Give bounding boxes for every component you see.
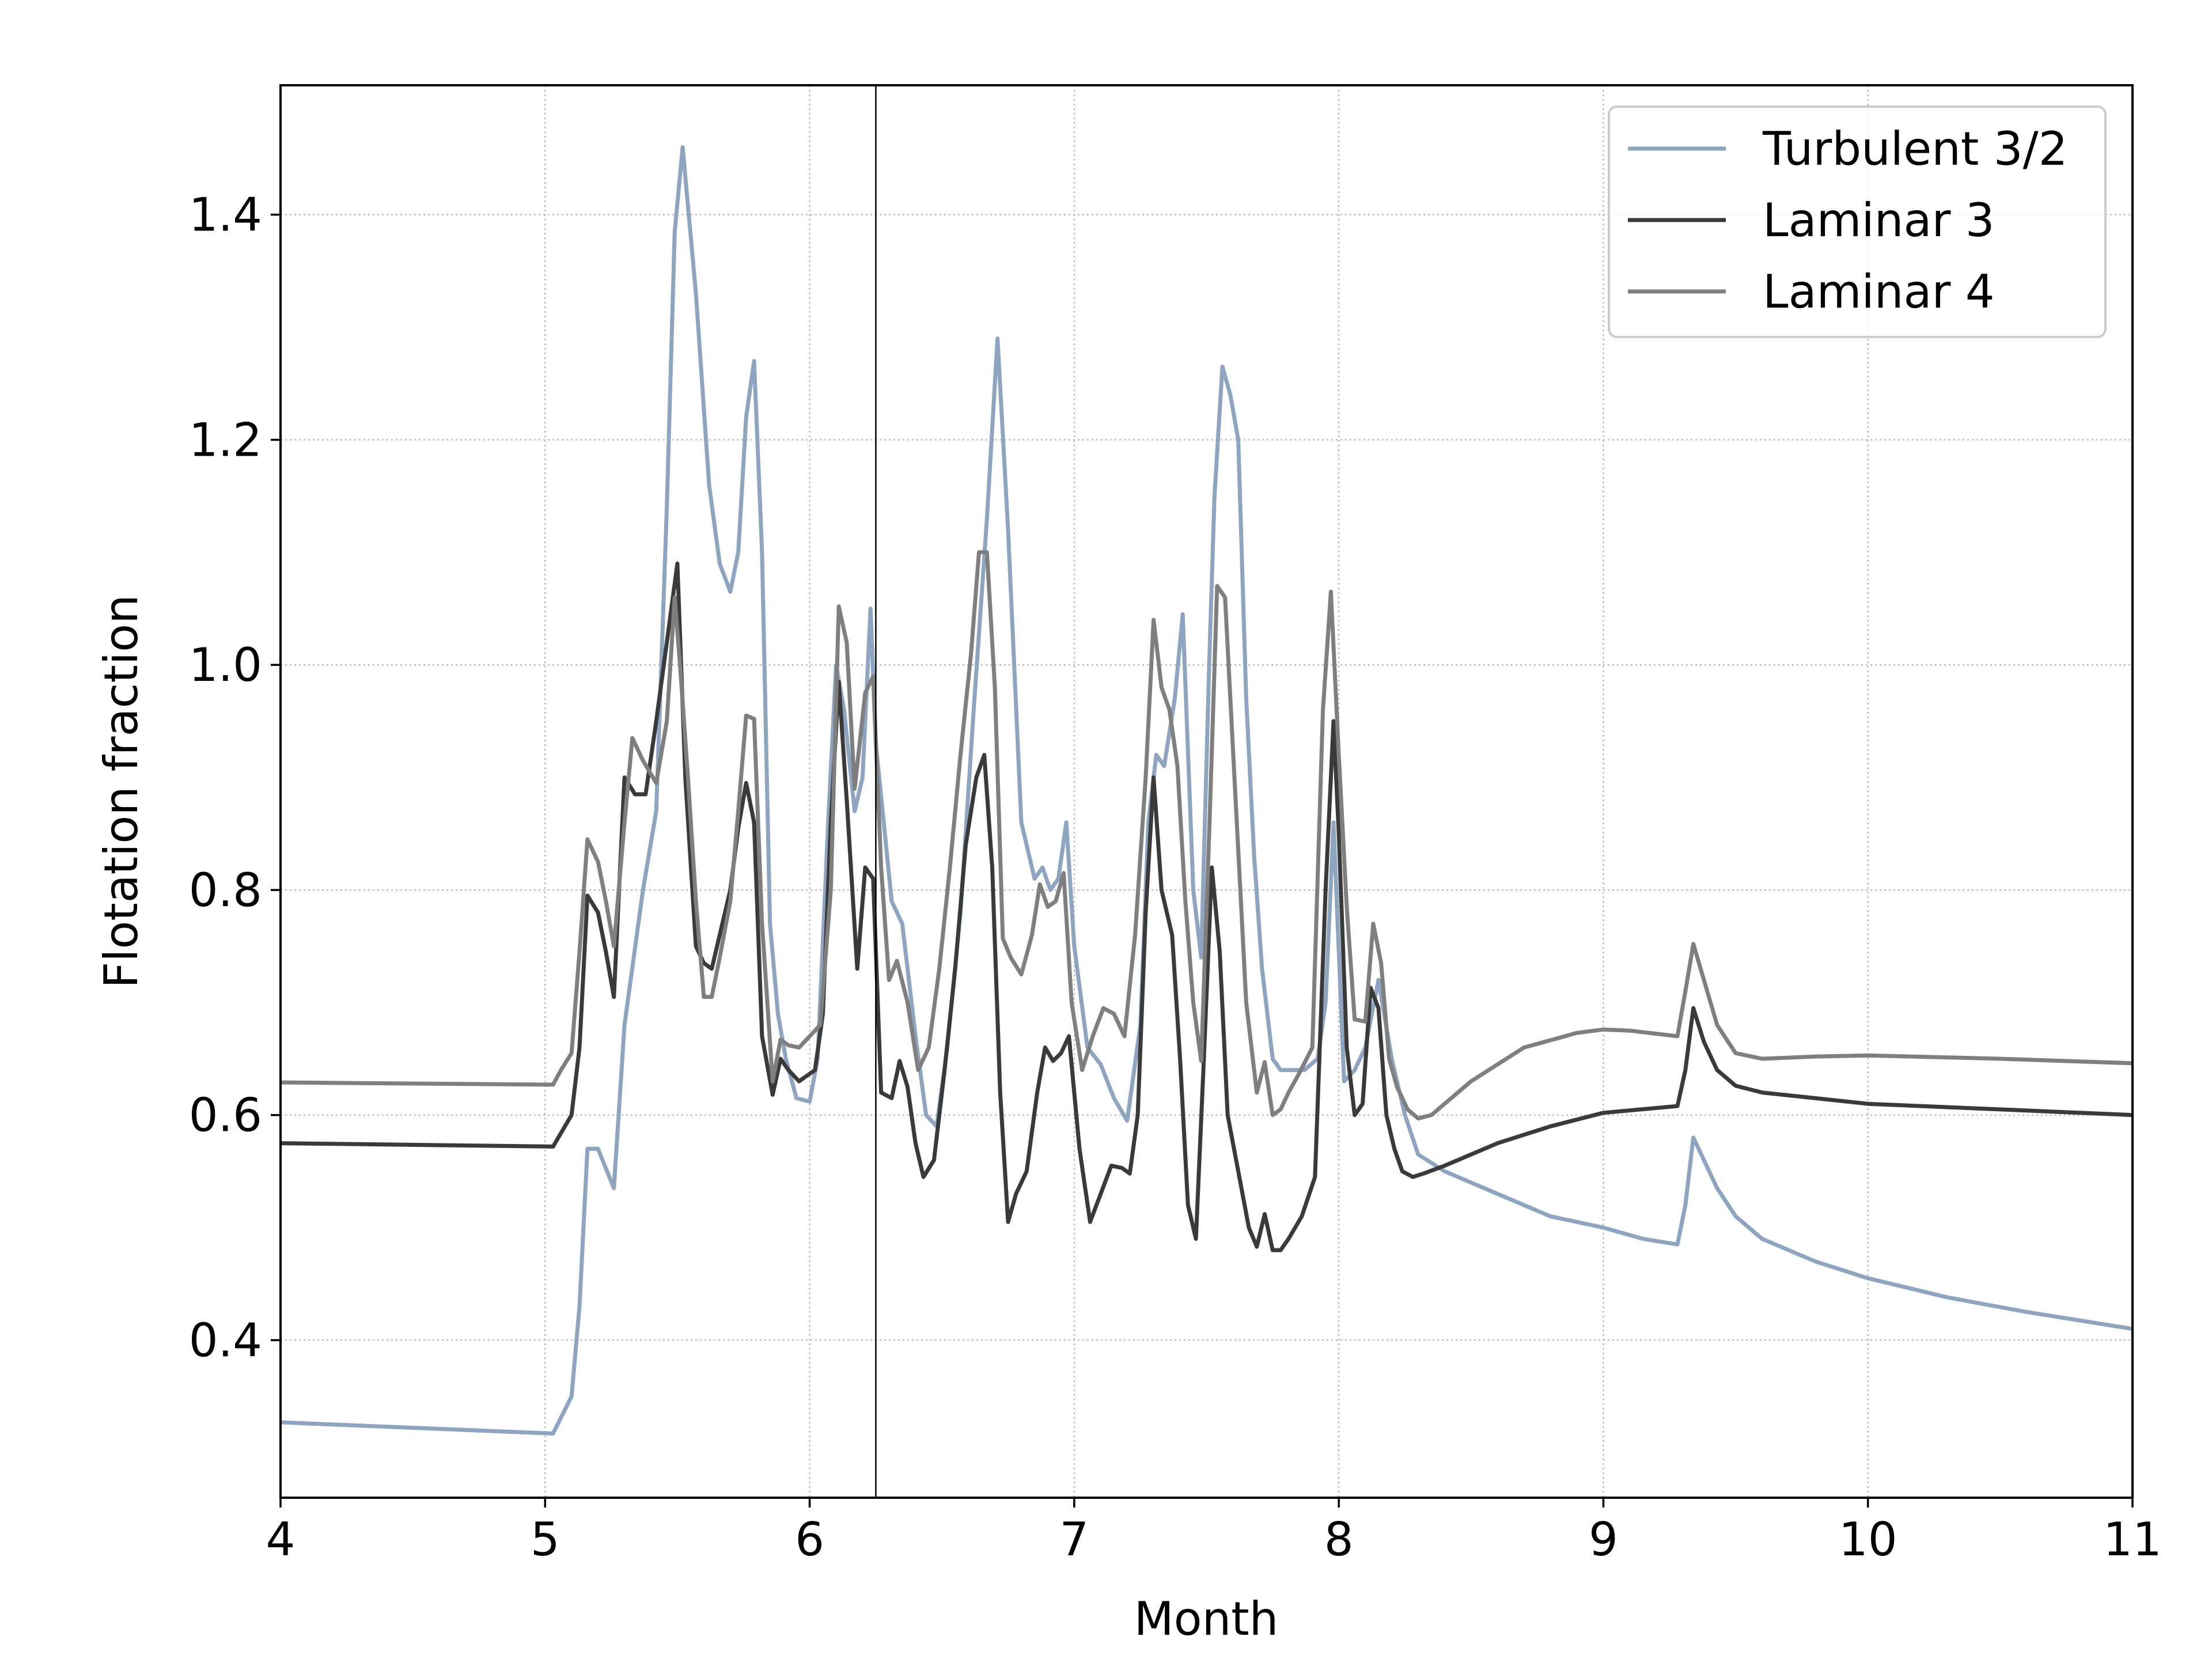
legend-label-1: Laminar 3 xyxy=(1763,194,1995,247)
x-tick-label: 9 xyxy=(1589,1513,1618,1566)
legend-label-0: Turbulent 3/2 xyxy=(1762,122,2068,176)
x-tick-label: 7 xyxy=(1059,1513,1089,1566)
y-axis-label: Flotation fraction xyxy=(94,594,148,988)
y-tick-label: 1.0 xyxy=(189,638,262,692)
y-tick-label: 1.4 xyxy=(189,188,262,242)
x-tick-label: 5 xyxy=(531,1513,560,1566)
series-lines xyxy=(281,145,2133,1436)
series-line-2 xyxy=(281,550,2133,1121)
y-tick-label: 1.2 xyxy=(189,413,262,467)
legend: Turbulent 3/2 Laminar 3 Laminar 4 xyxy=(1608,105,2107,338)
y-tick-label: 0.4 xyxy=(189,1313,262,1367)
y-tick-label: 0.8 xyxy=(189,863,262,917)
x-tick-label: 6 xyxy=(795,1513,824,1566)
series-line-1 xyxy=(281,561,2133,1252)
series-line-0 xyxy=(281,145,2133,1436)
legend-label-2: Laminar 4 xyxy=(1763,265,1995,319)
axis-ticks: 4 5 6 7 8 9 10 11 0.4 0.6 0.8 1.0 1.2 1.4 xyxy=(189,188,2162,1566)
y-tick-label: 0.6 xyxy=(189,1089,262,1142)
x-tick-label: 8 xyxy=(1324,1513,1354,1566)
legend-box xyxy=(1608,105,2107,338)
x-tick-label: 10 xyxy=(1839,1513,1897,1566)
plot-frame xyxy=(279,84,2134,1499)
x-tick-label: 11 xyxy=(2103,1513,2162,1566)
x-tick-label: 4 xyxy=(266,1513,296,1566)
x-axis-label: Month xyxy=(1134,1592,1279,1646)
